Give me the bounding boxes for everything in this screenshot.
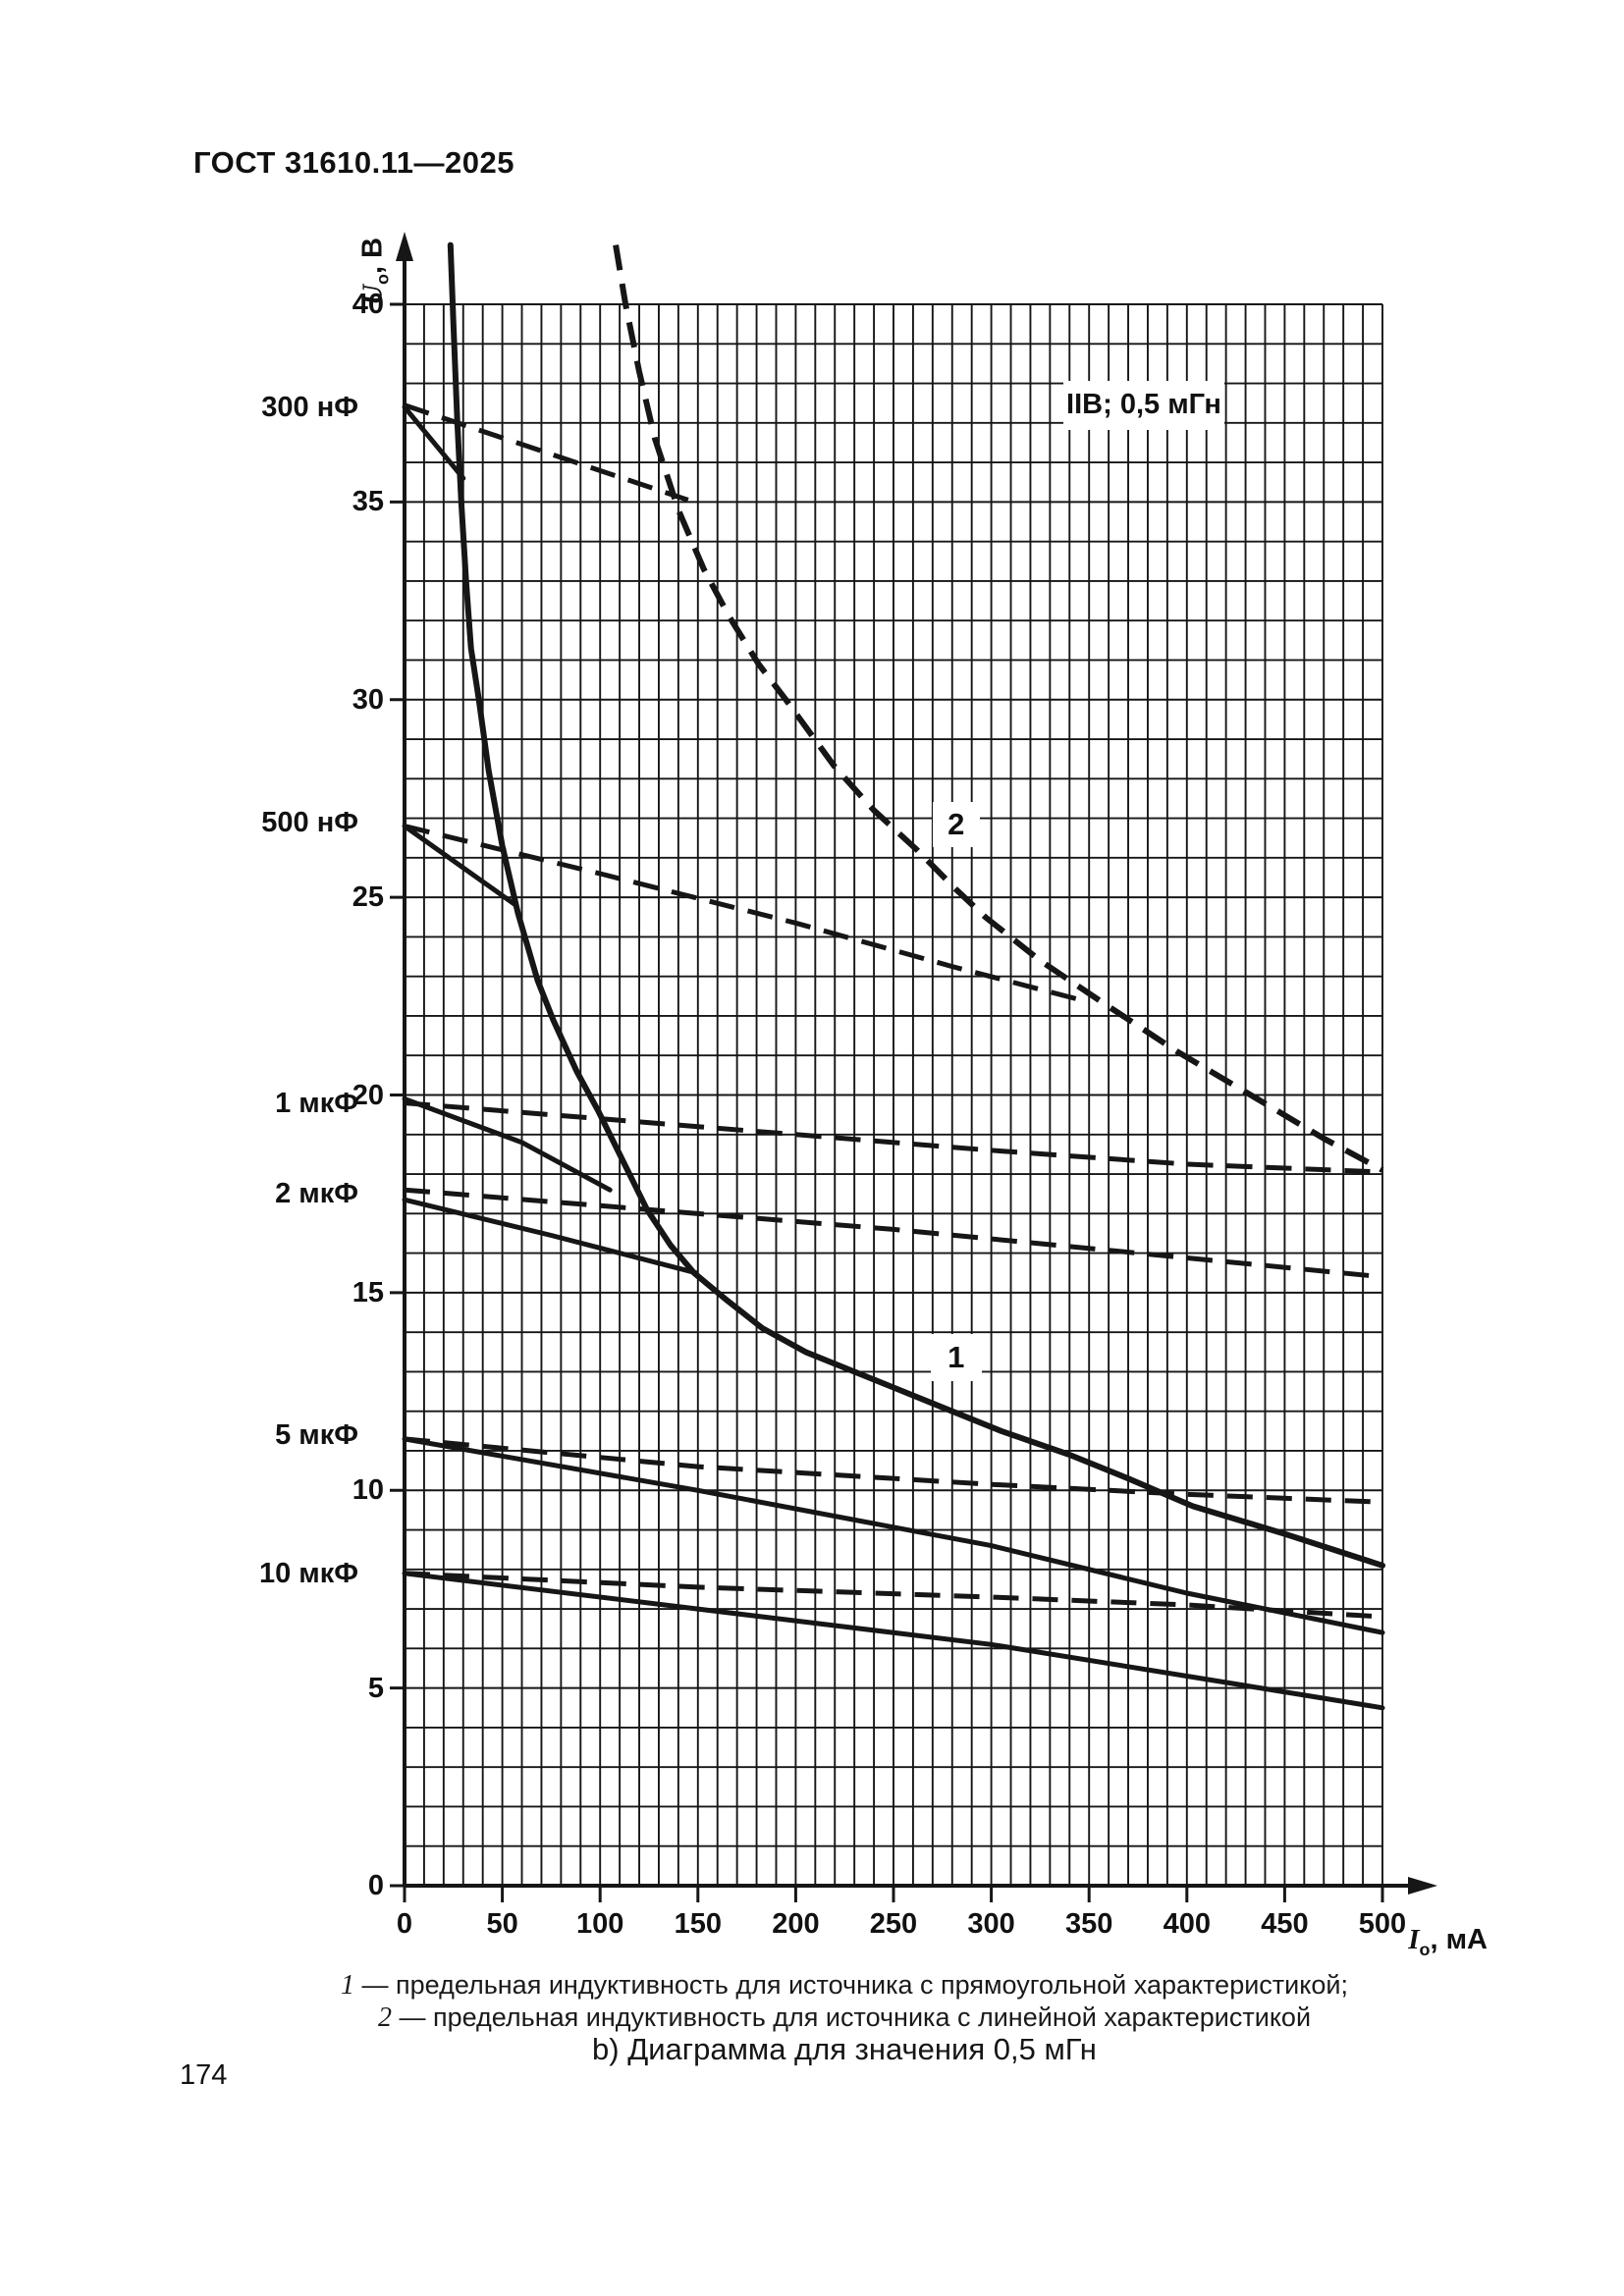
legend-line-1-number: 1	[341, 1970, 355, 2001]
series-cap-2uF-dashed	[404, 1187, 1383, 1280]
legend-line-2-text: — предельная индуктивность для источника…	[391, 2002, 1312, 2032]
x-tick-label-300: 300	[967, 1908, 1015, 1940]
x-axis-symbol: I	[1408, 1924, 1420, 1955]
series-cap-500nF-dashed	[404, 824, 1090, 1005]
y-tick-label-10: 10	[352, 1474, 384, 1507]
y-tick-label-35: 35	[352, 486, 384, 518]
series-cap-5uF-dashed	[404, 1436, 1383, 1505]
x-axis-unit: , мА	[1430, 1924, 1488, 1955]
capacitance-label: 500 нФ	[261, 806, 358, 838]
legend-line-1-text: — предельная индуктивность для источника…	[354, 1970, 1348, 2000]
y-tick-label-40: 40	[352, 289, 384, 320]
x-tick-label-350: 350	[1064, 1908, 1113, 1940]
series-cap-1uF-dashed	[404, 1100, 1383, 1175]
capacitance-label: 2 мкФ	[275, 1178, 358, 1210]
y-axis-unit: , В	[356, 237, 389, 274]
chart-legend: 1 — предельная индуктивность для источни…	[236, 1969, 1453, 2034]
series-curve-2-inductance-limit-linear	[613, 244, 1384, 1173]
series-cap-300nF-dashed	[404, 402, 689, 503]
series-cap-10uF-dashed	[404, 1571, 1383, 1620]
document-header: ГОСТ 31610.11—2025	[193, 145, 514, 180]
y-axis-subscript: o	[372, 273, 393, 285]
series-curve-1-inductance-limit-rectangular	[447, 241, 1385, 1569]
y-tick-label-15: 15	[352, 1276, 384, 1308]
capacitance-label: 10 мкФ	[258, 1557, 358, 1589]
x-tick-label-50: 50	[486, 1908, 518, 1940]
x-tick-label-0: 0	[396, 1908, 413, 1940]
curve-number-label-2: 2	[932, 801, 980, 847]
x-tick-label-200: 200	[772, 1908, 820, 1940]
legend-line-2: 2 — предельная индуктивность для источни…	[236, 2002, 1453, 2034]
x-tick-label-400: 400	[1163, 1908, 1211, 1940]
x-tick-label-150: 150	[674, 1908, 722, 1940]
legend-line-1: 1 — предельная индуктивность для источни…	[236, 1969, 1453, 2002]
x-tick-label-500: 500	[1358, 1908, 1407, 1940]
series-cap-500nF-solid	[402, 824, 518, 908]
series-cap-2uF-solid	[402, 1197, 699, 1276]
series-cap-1uF-solid	[402, 1096, 613, 1193]
y-tick-label-5: 5	[367, 1672, 384, 1704]
series-cap-10uF-solid	[402, 1571, 1385, 1711]
y-tick-label-30: 30	[352, 683, 384, 716]
series-cap-300nF-solid	[402, 404, 466, 481]
curve-number-label-1: 1	[930, 1334, 982, 1382]
x-axis-label: Io, мА	[1330, 1924, 1488, 1960]
series-cap-5uF-solid	[402, 1436, 1385, 1635]
figure-caption: b) Диаграмма для значения 0,5 мГн	[592, 2032, 1097, 2066]
x-tick-label-100: 100	[575, 1908, 624, 1940]
x-axis-subscript: o	[1419, 1939, 1431, 1959]
capacitance-label: 300 нФ	[261, 391, 358, 423]
page-number: 174	[180, 2059, 228, 2091]
capacitance-label: 1 мкФ	[275, 1087, 358, 1119]
y-axis-arrow-icon	[396, 232, 413, 261]
chart-condition-label: IIB; 0,5 мГн	[1062, 380, 1224, 430]
x-tick-label-450: 450	[1261, 1908, 1309, 1940]
x-tick-label-250: 250	[869, 1908, 918, 1940]
capacitance-label: 5 мкФ	[275, 1418, 358, 1451]
y-tick-label-0: 0	[367, 1870, 384, 1901]
legend-line-2-number: 2	[377, 2002, 392, 2033]
x-axis-arrow-icon	[1408, 1877, 1437, 1895]
y-tick-label-20: 20	[352, 1079, 384, 1111]
y-tick-label-25: 25	[352, 881, 384, 914]
